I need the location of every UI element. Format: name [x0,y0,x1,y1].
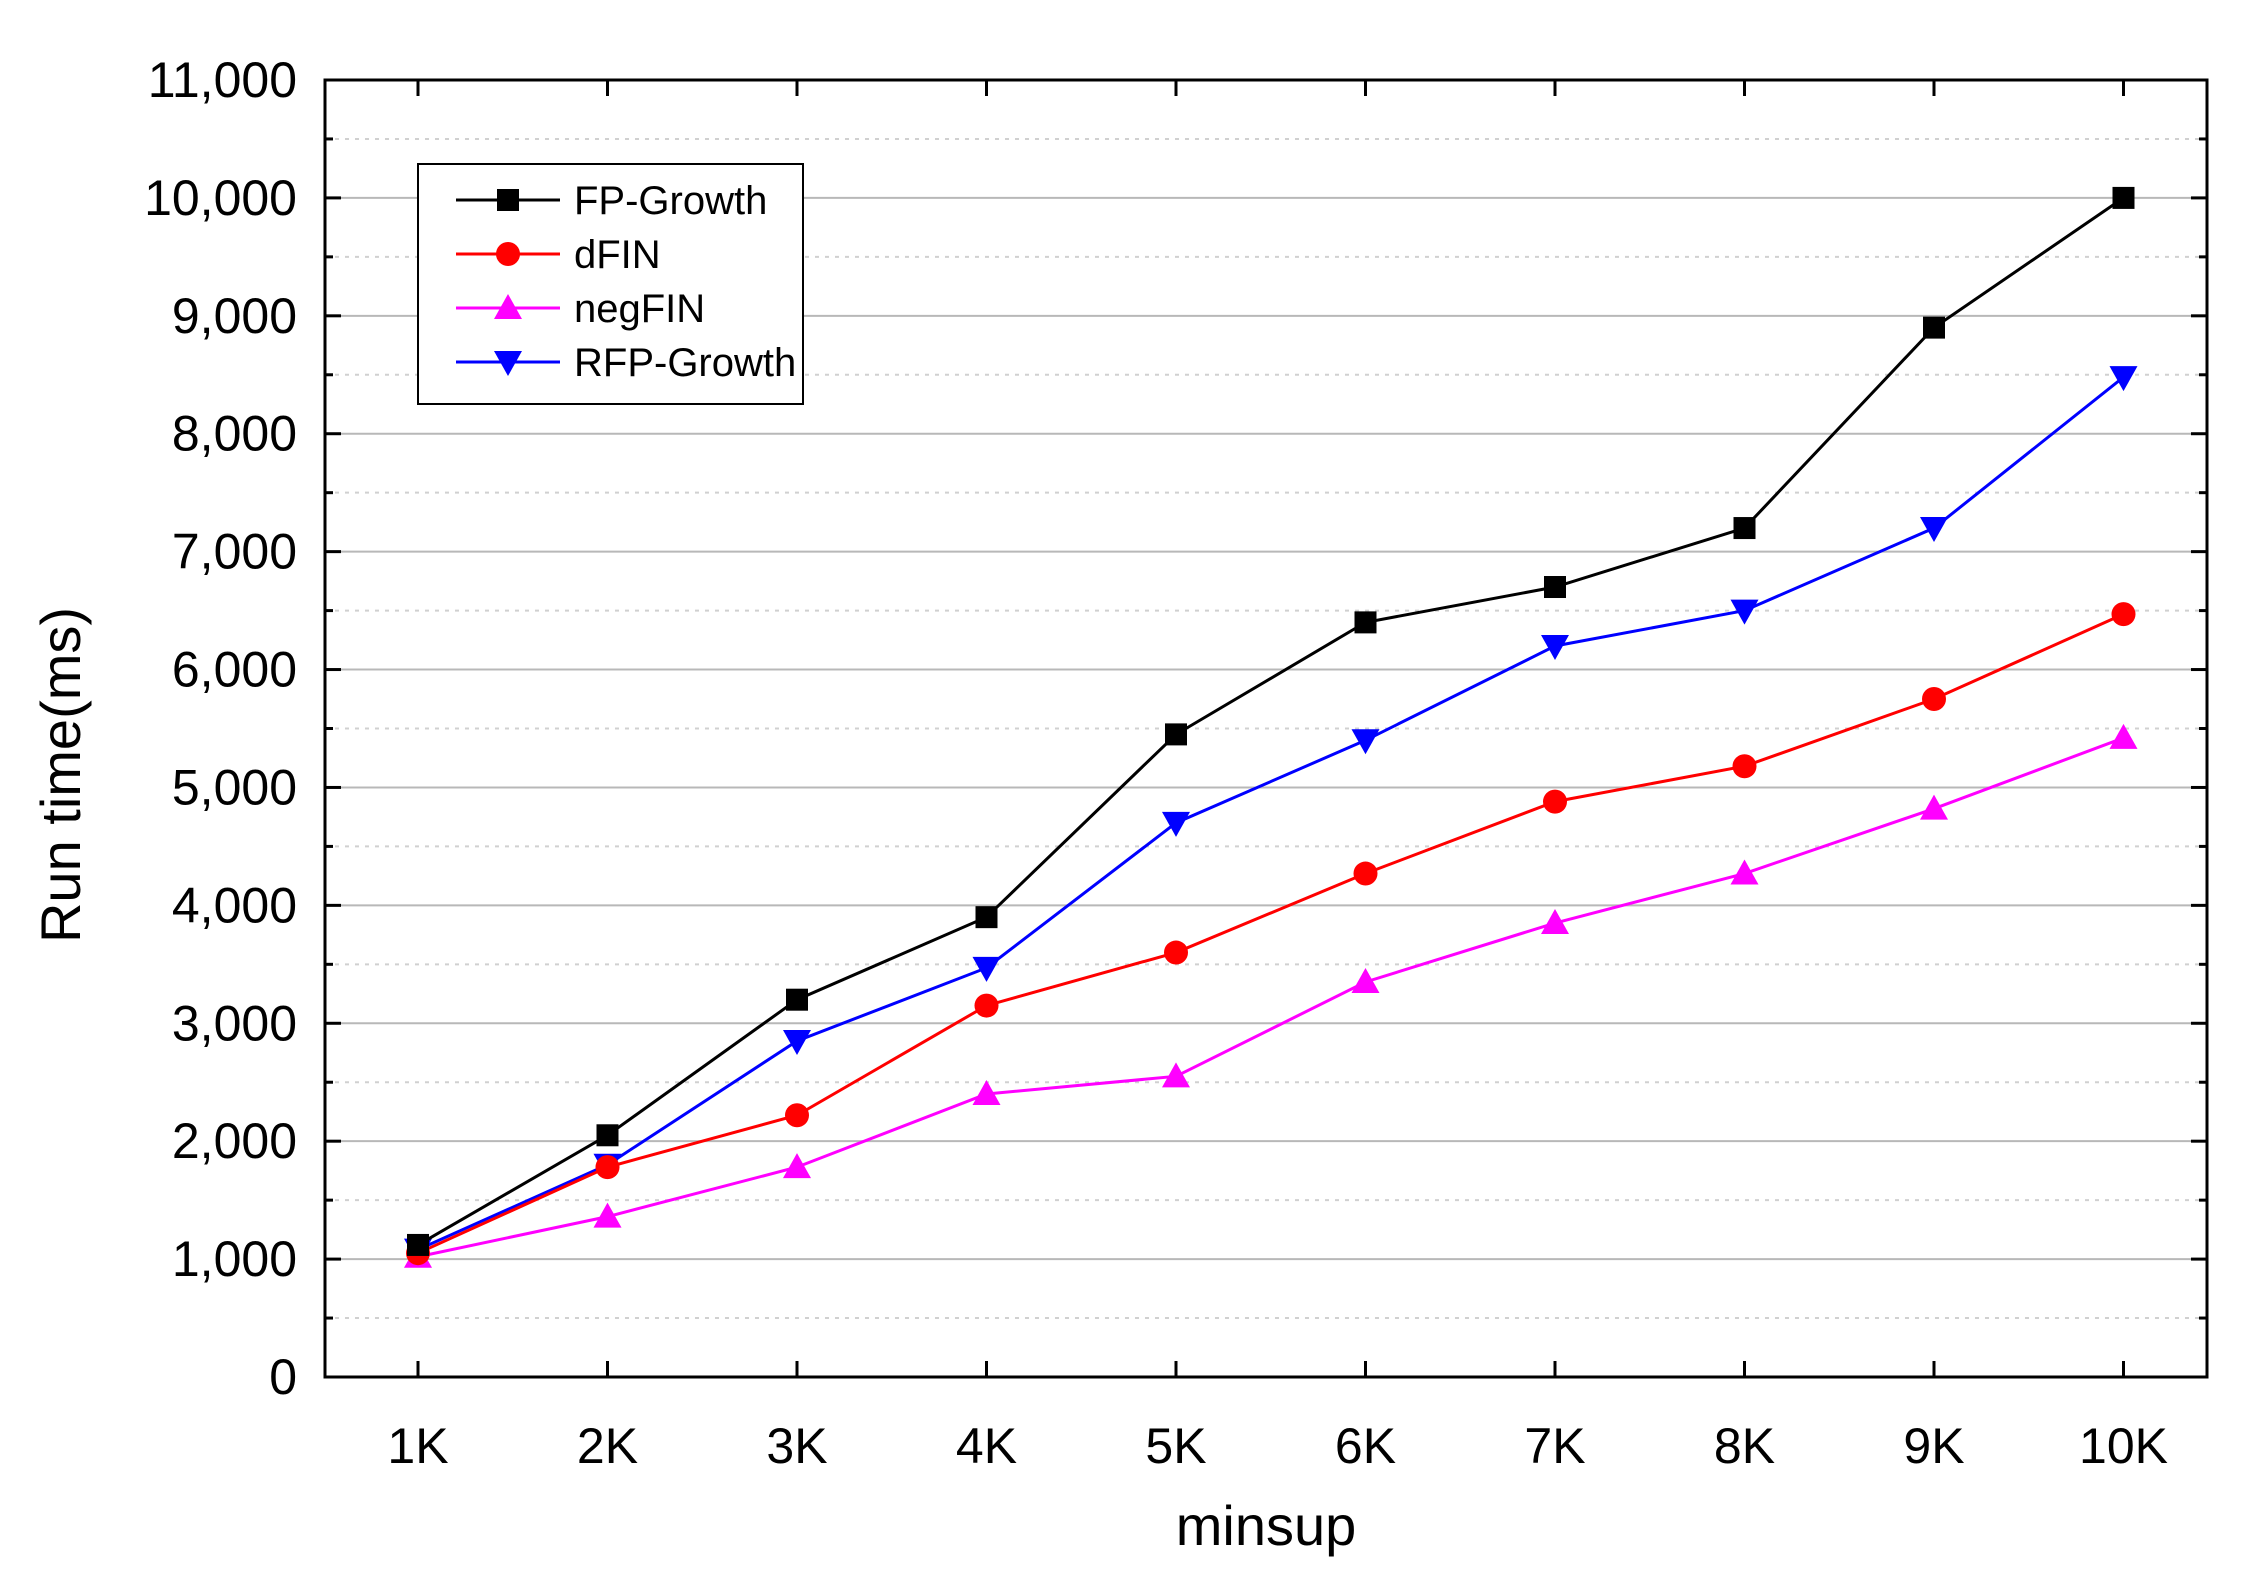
data-point-fp-growth [1923,316,1945,339]
data-point-fp-growth [1544,576,1566,599]
data-point-dfin [1164,940,1188,965]
data-point-dfin [1353,861,1378,886]
x-axis-title: minsup [1176,1494,1357,1557]
data-point-negfin [972,1080,1001,1106]
data-point-fp-growth [1165,723,1187,746]
data-point-fp-growth [786,988,808,1011]
data-point-fp-growth [596,1124,619,1147]
x-tick-label: 6K [1335,1418,1396,1474]
data-point-negfin [593,1202,622,1228]
data-point-negfin [1162,1062,1190,1088]
y-tick-label: 9,000 [172,288,297,344]
data-point-rfp-growth [783,1029,811,1055]
y-tick-label: 6,000 [172,642,297,698]
series-rfp-growth [404,366,2138,1264]
data-point-rfp-growth [2109,366,2138,392]
x-tick-label: 5K [1145,1418,1206,1474]
x-tick-label: 7K [1524,1418,1585,1474]
series-line-rfp-growth [417,375,2125,1252]
x-tick-label: 2K [577,1418,638,1474]
data-point-negfin [1920,794,1948,820]
data-point-dfin [595,1155,620,1180]
y-tick-label: 7,000 [172,524,297,580]
series-line-fp-growth [417,196,2125,1247]
y-tick-label: 10,000 [144,170,297,226]
data-point-dfin [785,1103,809,1128]
series-dfin [406,602,2136,1266]
series-layer [404,186,2138,1268]
legend-marker-fp-growth [497,189,519,211]
legend-label-rfp-growth: RFP-Growth [574,341,796,385]
data-point-rfp-growth [1730,599,1759,625]
data-point-negfin [1541,909,1569,935]
y-tick-label: 11,000 [148,52,297,108]
legend: FP-Growth dFIN negFIN RFP-Growth [417,163,804,405]
legend-marker-negfin [494,294,522,319]
data-point-rfp-growth [1920,517,1948,543]
data-point-fp-growth [1354,611,1377,634]
x-tick-label: 10K [2079,1418,2168,1474]
x-tick-label: 8K [1714,1418,1775,1474]
data-point-negfin [1730,859,1759,885]
data-point-fp-growth [1733,517,1756,540]
data-point-negfin [2109,723,2138,749]
y-tick-label: 8,000 [172,406,297,462]
data-point-fp-growth [407,1233,429,1256]
y-tick-label: 0 [269,1349,297,1405]
legend-marker-rfp-growth [494,351,522,376]
data-point-rfp-growth [1351,729,1380,755]
data-point-dfin [1922,687,1946,712]
data-point-negfin [1351,968,1380,994]
legend-label-fp-growth: FP-Growth [574,179,767,223]
x-tick-label: 3K [766,1418,827,1474]
y-tick-label: 4,000 [172,877,297,933]
data-point-fp-growth [2112,186,2135,209]
legend-marker-dfin [496,242,520,266]
ticks-layer: 0 1,000 2,000 3,000 4,000 5,000 6,000 7,000 8,00… [144,52,2207,1474]
data-point-dfin [1543,789,1567,814]
data-point-dfin [974,993,999,1018]
y-tick-label: 1,000 [172,1231,297,1287]
series-fp-growth [407,186,2135,1256]
data-point-dfin [2111,602,2136,627]
series-line-negfin [417,736,2125,1259]
data-point-fp-growth [975,906,998,929]
x-tick-label: 1K [387,1418,448,1474]
x-tick-label: 4K [956,1418,1017,1474]
y-axis-title: Run time(ms) [29,607,92,943]
data-point-dfin [1732,754,1757,779]
y-tick-label: 5,000 [172,759,297,815]
y-tick-label: 2,000 [172,1113,297,1169]
legend-label-dfin: dFIN [574,233,661,277]
x-tick-label: 9K [1903,1418,1964,1474]
data-point-negfin [783,1153,811,1179]
legend-label-negfin: negFIN [574,287,705,331]
data-point-rfp-growth [972,956,1001,982]
series-negfin [404,723,2138,1268]
y-tick-label: 3,000 [172,995,297,1051]
data-point-rfp-growth [1162,811,1190,837]
series-line-dfin [417,612,2125,1255]
data-point-rfp-growth [1541,634,1569,660]
legend-box [417,163,804,405]
